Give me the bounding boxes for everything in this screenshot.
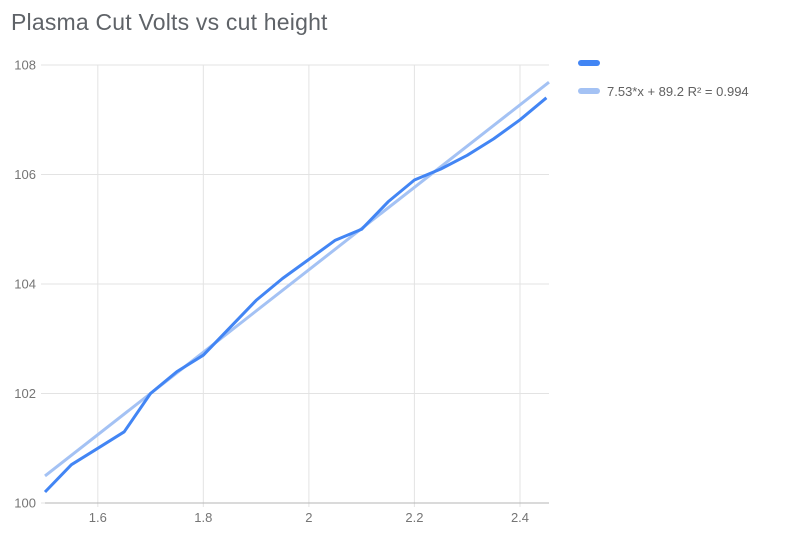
- x-axis-label: 2.4: [511, 510, 529, 525]
- y-axis-label: 108: [14, 58, 36, 73]
- legend-item-trendline[interactable]: 7.53*x + 89.2 R² = 0.994: [578, 77, 749, 105]
- legend: 7.53*x + 89.2 R² = 0.994: [578, 49, 749, 105]
- y-axis-label: 100: [14, 496, 36, 511]
- x-axis-label: 1.6: [89, 510, 107, 525]
- x-axis-label: 1.8: [194, 510, 212, 525]
- trend-line: [44, 81, 550, 478]
- y-axis-label: 104: [14, 277, 36, 292]
- legend-item-series[interactable]: [578, 49, 749, 77]
- chart-title: Plasma Cut Volts vs cut height: [11, 9, 328, 35]
- series-swatch-icon: [578, 60, 600, 66]
- y-axis-label: 102: [14, 386, 36, 401]
- trendline-swatch-icon: [578, 88, 600, 94]
- x-axis-label: 2: [305, 510, 312, 525]
- data-line: [43, 96, 548, 494]
- x-axis-label: 2.2: [405, 510, 423, 525]
- trendline-legend-label: 7.53*x + 89.2 R² = 0.994: [607, 83, 749, 99]
- y-axis-label: 106: [14, 167, 36, 182]
